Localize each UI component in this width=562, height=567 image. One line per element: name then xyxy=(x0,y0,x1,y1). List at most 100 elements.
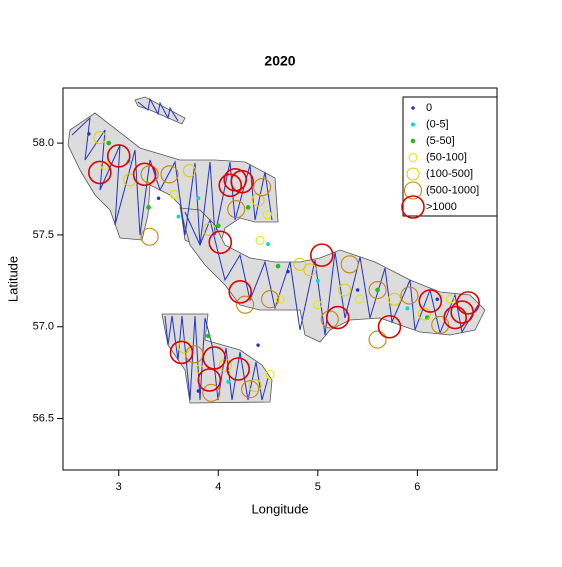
survey-area xyxy=(134,96,186,125)
legend-label: >1000 xyxy=(426,201,457,213)
data-point xyxy=(256,343,260,347)
data-point xyxy=(313,300,323,310)
transect xyxy=(164,315,269,401)
data-point xyxy=(435,297,440,301)
data-point xyxy=(194,364,204,374)
legend-label: (5-50] xyxy=(426,135,455,147)
transect xyxy=(137,97,179,122)
data-point xyxy=(169,189,180,200)
legend-label: (50-100] xyxy=(426,151,467,163)
legend-symbol xyxy=(411,106,415,110)
data-point xyxy=(215,223,221,229)
data-point xyxy=(202,383,221,402)
data-point xyxy=(368,330,387,349)
data-point xyxy=(418,289,443,313)
data-point xyxy=(146,205,151,210)
legend-label: (100-500] xyxy=(426,168,473,180)
data-point xyxy=(286,269,290,274)
data-point xyxy=(205,333,211,339)
data-point xyxy=(400,286,419,305)
data-point xyxy=(355,288,360,292)
data-point xyxy=(255,235,265,245)
plot-frame xyxy=(62,87,498,471)
data-point xyxy=(338,283,352,297)
data-point xyxy=(202,346,227,370)
legend-symbol xyxy=(411,122,415,127)
data-point xyxy=(236,295,255,314)
data-point xyxy=(275,263,281,269)
data-point xyxy=(303,263,317,277)
data-point xyxy=(251,193,265,207)
x-tick-label: 5 xyxy=(315,481,321,493)
data-point xyxy=(248,378,262,393)
x-tick-label: 3 xyxy=(116,481,122,493)
data-point xyxy=(176,214,181,219)
data-point xyxy=(417,307,431,321)
data-point xyxy=(265,369,275,380)
data-point xyxy=(245,205,251,210)
legend-symbol xyxy=(403,181,423,200)
data-point xyxy=(208,230,233,255)
data-point xyxy=(445,294,455,304)
data-point xyxy=(185,345,204,364)
legend-label: 0 xyxy=(426,102,432,114)
data-point xyxy=(375,287,380,293)
data-point xyxy=(196,389,201,393)
data-point xyxy=(140,227,159,246)
data-point xyxy=(169,340,194,365)
legend-symbol xyxy=(410,138,416,144)
data-point xyxy=(368,280,387,300)
data-point xyxy=(230,169,254,194)
data-point xyxy=(218,173,243,198)
data-point xyxy=(182,164,196,178)
y-axis-label: Latitude xyxy=(5,256,20,302)
data-point xyxy=(340,255,359,274)
legend-symbol xyxy=(401,195,425,219)
data-point xyxy=(227,200,246,219)
chart-title: 2020 xyxy=(264,53,295,69)
data-point xyxy=(355,294,365,304)
data-point xyxy=(275,294,285,304)
y-tick-label: 56.5 xyxy=(33,412,54,424)
data-point xyxy=(228,280,252,304)
legend-label: (500-1000] xyxy=(426,184,479,196)
data-point xyxy=(132,162,157,187)
data-point xyxy=(260,290,280,309)
data-point xyxy=(387,292,402,306)
legend-label: (0-5] xyxy=(426,118,449,130)
data-point xyxy=(106,140,112,146)
data-point xyxy=(160,165,179,184)
data-point xyxy=(310,243,334,267)
legend-symbol xyxy=(406,167,420,181)
x-tick-label: 6 xyxy=(414,481,420,493)
data-point xyxy=(226,379,231,384)
data-point xyxy=(226,357,250,381)
data-point xyxy=(377,314,402,339)
data-point xyxy=(156,196,161,200)
data-point xyxy=(443,305,467,330)
legend-symbol xyxy=(408,152,418,163)
data-point xyxy=(197,368,222,392)
data-point xyxy=(262,210,272,220)
data-point xyxy=(106,144,131,168)
data-point xyxy=(196,196,201,201)
y-tick-label: 57.5 xyxy=(33,229,54,241)
data-point xyxy=(405,306,410,311)
y-tick-label: 57.0 xyxy=(33,321,54,333)
data-point xyxy=(266,242,271,247)
data-point xyxy=(450,300,474,324)
data-point xyxy=(88,160,112,185)
data-point xyxy=(93,131,107,145)
data-point xyxy=(140,165,159,184)
x-axis-label: Longitude xyxy=(251,501,308,516)
data-point xyxy=(202,222,216,236)
data-point xyxy=(87,132,91,136)
data-point xyxy=(253,178,272,197)
data-point xyxy=(241,380,260,399)
data-point xyxy=(431,315,450,334)
data-point xyxy=(293,257,307,271)
y-tick-label: 58.0 xyxy=(33,137,54,149)
x-tick-label: 4 xyxy=(215,481,221,493)
data-point xyxy=(325,305,350,330)
